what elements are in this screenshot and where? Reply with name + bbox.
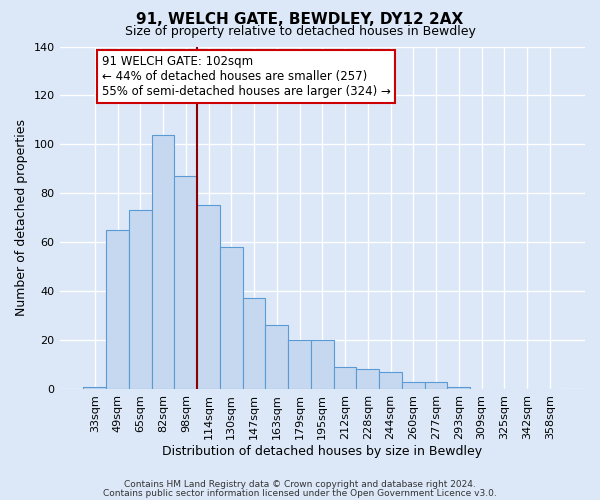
Bar — [175, 176, 197, 389]
Y-axis label: Number of detached properties: Number of detached properties — [15, 119, 28, 316]
Bar — [448, 386, 470, 389]
Text: Contains HM Land Registry data © Crown copyright and database right 2024.: Contains HM Land Registry data © Crown c… — [124, 480, 476, 489]
Bar — [220, 247, 242, 389]
Text: 91, WELCH GATE, BEWDLEY, DY12 2AX: 91, WELCH GATE, BEWDLEY, DY12 2AX — [136, 12, 464, 28]
Bar — [356, 370, 379, 389]
X-axis label: Distribution of detached houses by size in Bewdley: Distribution of detached houses by size … — [162, 444, 482, 458]
Bar — [106, 230, 129, 389]
Text: Contains public sector information licensed under the Open Government Licence v3: Contains public sector information licen… — [103, 489, 497, 498]
Bar — [379, 372, 402, 389]
Bar — [288, 340, 311, 389]
Text: 91 WELCH GATE: 102sqm
← 44% of detached houses are smaller (257)
55% of semi-det: 91 WELCH GATE: 102sqm ← 44% of detached … — [101, 55, 391, 98]
Bar — [311, 340, 334, 389]
Bar — [265, 326, 288, 389]
Bar — [152, 134, 175, 389]
Text: Size of property relative to detached houses in Bewdley: Size of property relative to detached ho… — [125, 25, 475, 38]
Bar — [197, 206, 220, 389]
Bar — [83, 386, 106, 389]
Bar — [334, 367, 356, 389]
Bar — [425, 382, 448, 389]
Bar — [242, 298, 265, 389]
Bar — [129, 210, 152, 389]
Bar — [402, 382, 425, 389]
